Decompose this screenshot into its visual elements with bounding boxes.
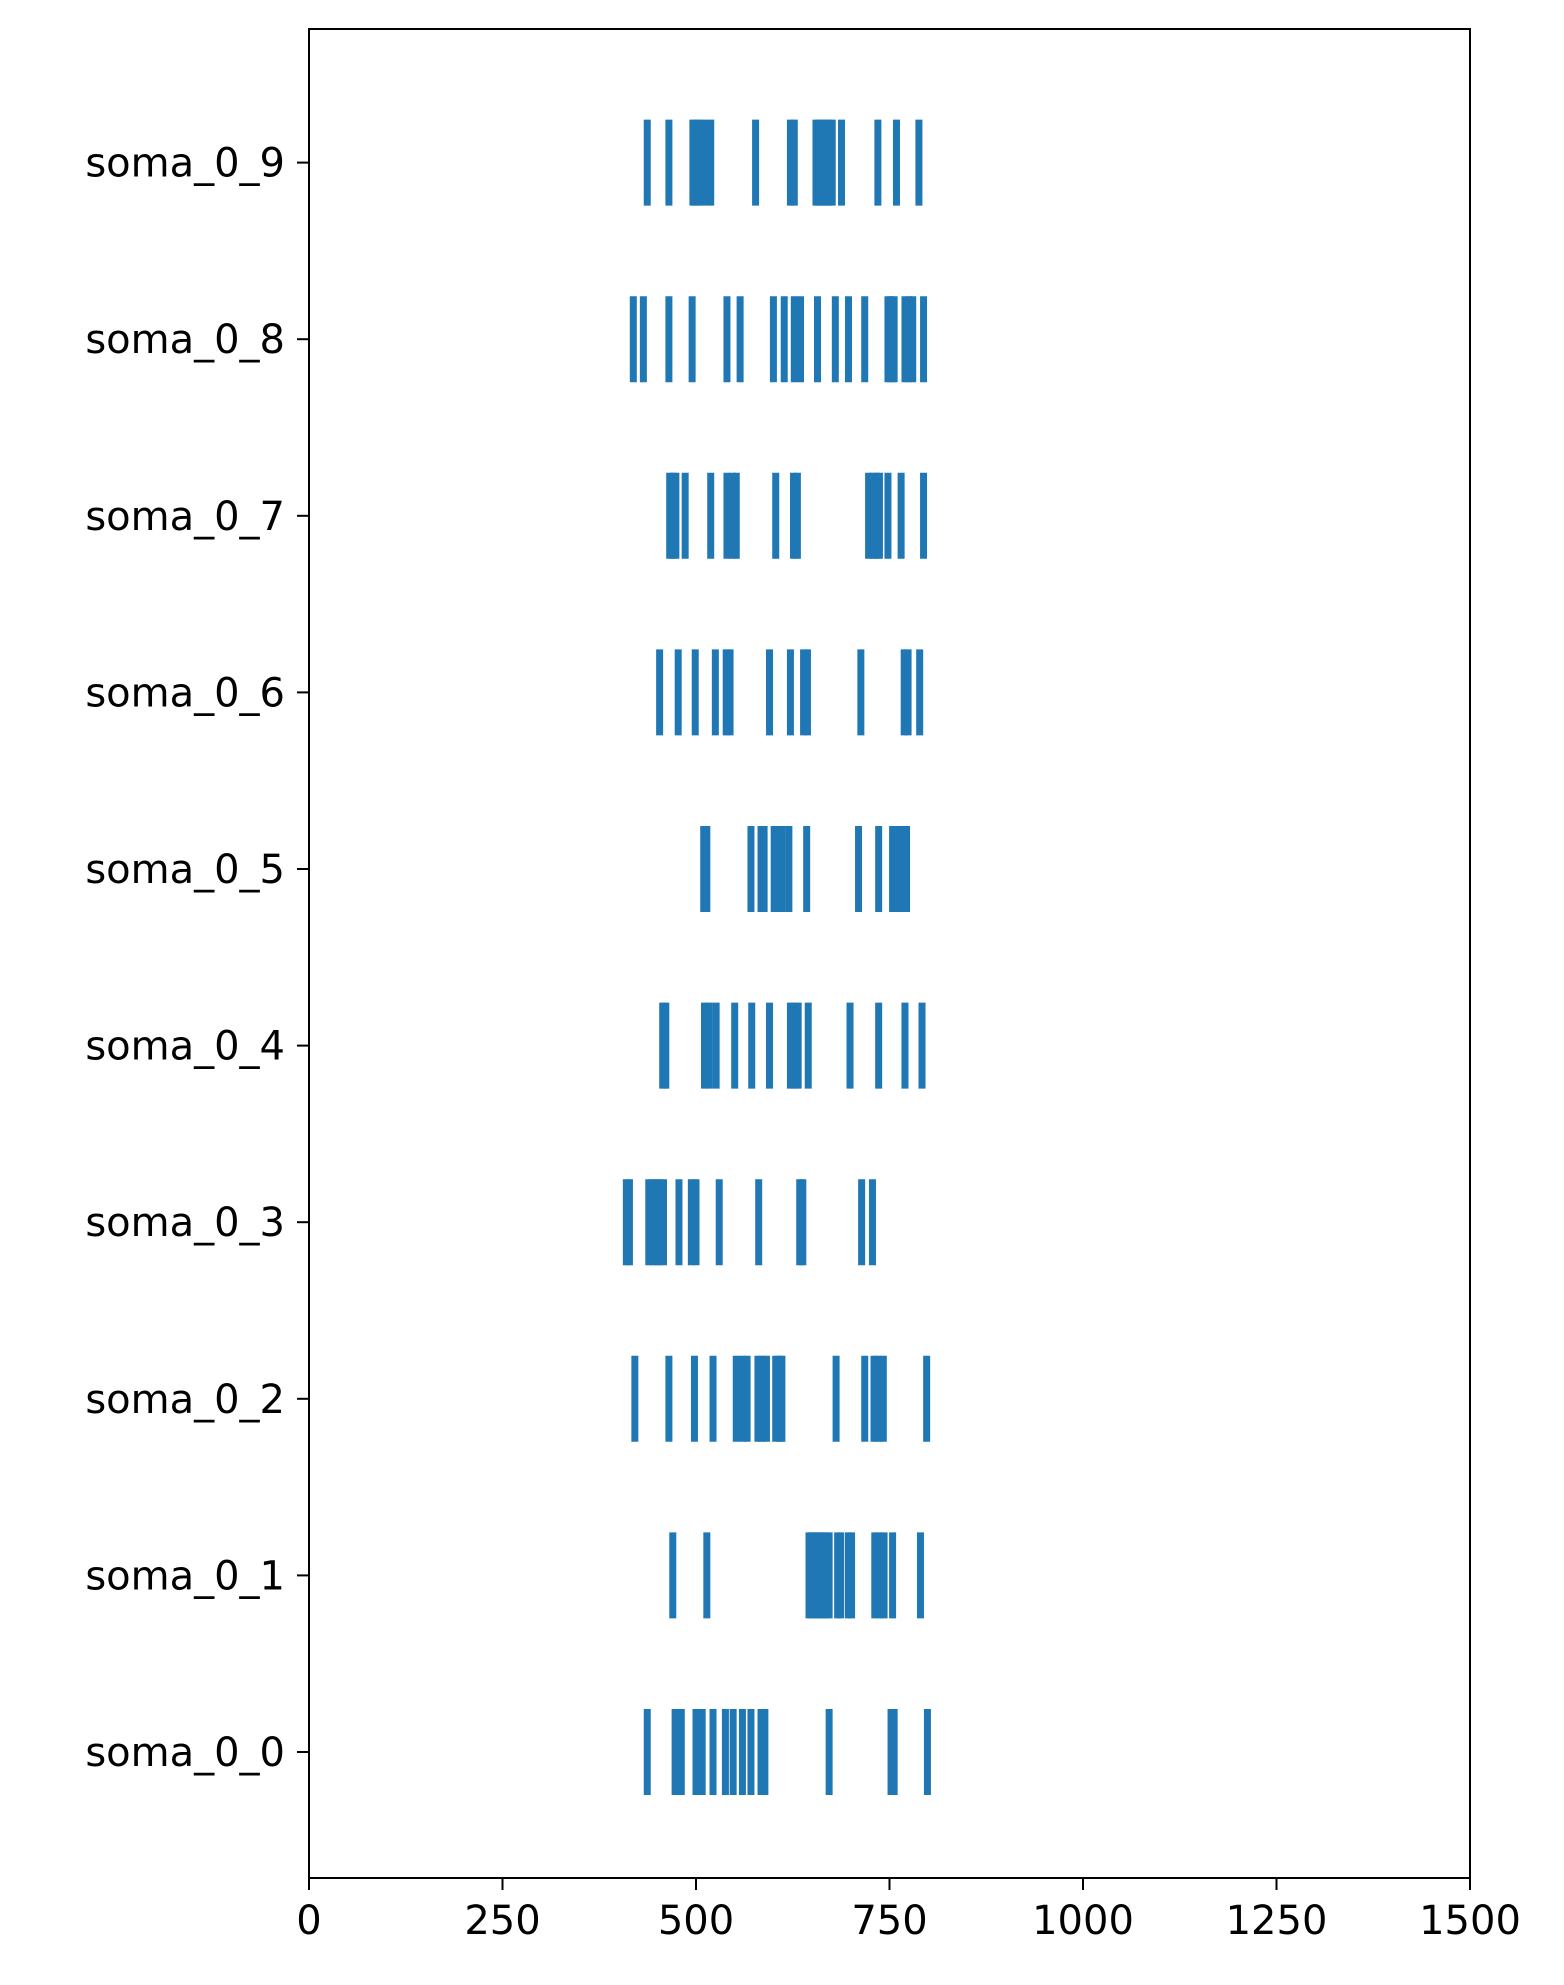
- y-tick-label: soma_0_9: [85, 141, 285, 187]
- x-tick-label: 1250: [1226, 1898, 1328, 1944]
- event-row-soma_0_6: [656, 649, 924, 736]
- event-row-soma_0_1: [669, 1532, 924, 1619]
- y-tick-label: soma_0_2: [85, 1377, 285, 1423]
- event-row-soma_0_7: [666, 472, 928, 559]
- y-tick-label: soma_0_6: [85, 670, 285, 716]
- event-row-soma_0_3: [622, 1179, 876, 1266]
- event-row-soma_0_4: [659, 1002, 926, 1089]
- x-tick-label: 250: [464, 1898, 540, 1944]
- x-tick-label: 0: [296, 1898, 321, 1944]
- event-row-soma_0_8: [629, 296, 928, 383]
- event-row-soma_0_5: [700, 826, 911, 912]
- x-tick-label: 500: [658, 1898, 734, 1944]
- x-tick-label: 750: [851, 1898, 927, 1944]
- x-tick-label: 1000: [1032, 1898, 1134, 1944]
- event-marks: [622, 119, 931, 1795]
- event-row-soma_0_9: [643, 119, 923, 206]
- y-tick-label: soma_0_5: [85, 847, 285, 893]
- y-tick-label: soma_0_7: [85, 494, 285, 540]
- y-tick-label: soma_0_8: [85, 317, 285, 363]
- y-axis: soma_0_0 soma_0_1 soma_0_2 soma_0_3 soma_0_4…: [85, 141, 309, 1776]
- x-axis: 0 250 500 750 1000 1250 1500: [296, 1878, 1521, 1944]
- y-tick-label: soma_0_4: [85, 1024, 285, 1070]
- event-row-soma_0_2: [631, 1355, 931, 1442]
- y-tick-label: soma_0_1: [85, 1553, 285, 1599]
- x-tick-label: 1500: [1419, 1898, 1521, 1944]
- y-tick-label: soma_0_3: [85, 1200, 285, 1246]
- y-tick-label: soma_0_0: [85, 1730, 285, 1776]
- event-row-soma_0_0: [643, 1709, 931, 1795]
